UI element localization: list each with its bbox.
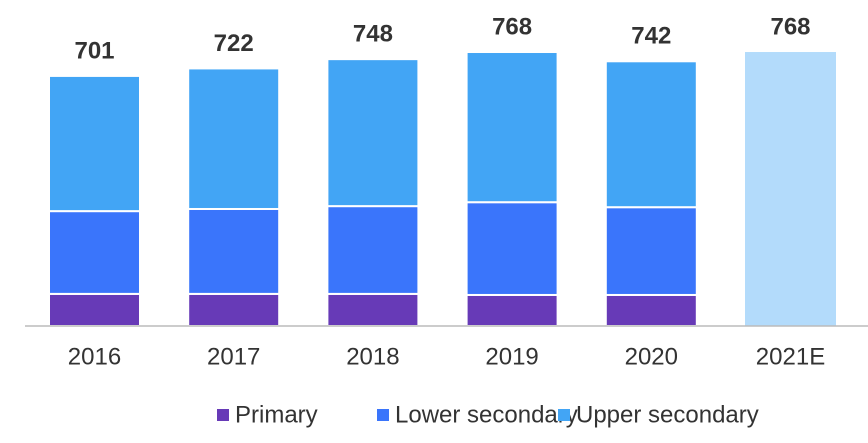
total-label: 742 xyxy=(631,23,671,50)
bar-segment xyxy=(465,293,559,327)
total-label: 768 xyxy=(492,13,532,40)
x-tick-label: 2016 xyxy=(68,343,121,370)
bar-segment xyxy=(187,207,281,295)
bar-segment xyxy=(187,67,281,210)
x-tick-label: 2021E xyxy=(756,343,825,370)
bar-segment xyxy=(48,74,141,213)
legend-swatch xyxy=(558,409,570,421)
estimate-bar xyxy=(745,52,836,327)
x-tick-label: 2018 xyxy=(346,343,399,370)
bar-segment xyxy=(604,206,698,296)
bar-segment xyxy=(326,292,420,327)
legend-label: Upper secondary xyxy=(576,401,759,428)
legend-label: Lower secondary xyxy=(395,401,578,428)
legend-label: Primary xyxy=(235,401,318,428)
legend-swatch xyxy=(377,409,389,421)
total-label: 722 xyxy=(214,30,254,57)
total-label: 701 xyxy=(74,37,114,64)
bar-segment xyxy=(326,205,420,295)
bar-segment xyxy=(465,51,559,204)
bar-segment xyxy=(604,293,698,327)
x-tick-label: 2019 xyxy=(485,343,538,370)
total-label: 768 xyxy=(770,13,810,40)
bar-segment xyxy=(48,210,141,295)
bar-segment xyxy=(48,292,141,327)
total-label: 748 xyxy=(353,20,393,47)
bar-segment xyxy=(604,60,698,209)
legend-swatch xyxy=(217,409,229,421)
bar-segment xyxy=(465,201,559,296)
x-tick-label: 2017 xyxy=(207,343,260,370)
bar-segment xyxy=(326,58,420,208)
bar-segment xyxy=(187,292,281,327)
x-tick-label: 2020 xyxy=(625,343,678,370)
